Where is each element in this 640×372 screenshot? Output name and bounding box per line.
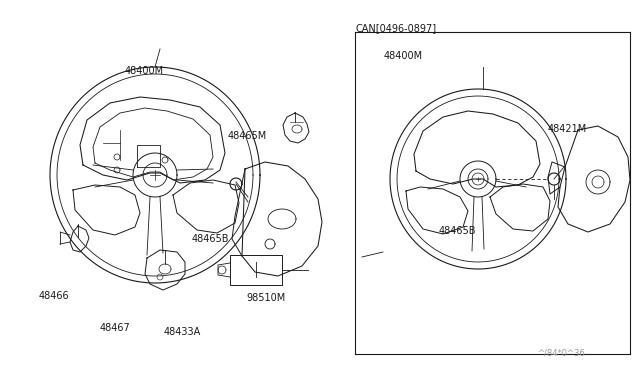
Text: 48433A: 48433A bbox=[163, 327, 200, 337]
Text: 48467: 48467 bbox=[99, 323, 130, 333]
Text: 48400M: 48400M bbox=[384, 51, 423, 61]
Text: 98510M: 98510M bbox=[246, 293, 285, 303]
Text: ^/84*0^36: ^/84*0^36 bbox=[538, 348, 586, 357]
Text: 48400M: 48400M bbox=[125, 66, 164, 76]
Text: 48465B: 48465B bbox=[438, 226, 476, 236]
Bar bbox=[230, 255, 282, 285]
Text: 48465B: 48465B bbox=[192, 234, 230, 244]
Text: 48465M: 48465M bbox=[227, 131, 266, 141]
Text: CAN[0496-0897]: CAN[0496-0897] bbox=[355, 23, 436, 33]
Text: 48466: 48466 bbox=[38, 291, 69, 301]
Text: 48421M: 48421M bbox=[547, 124, 586, 134]
